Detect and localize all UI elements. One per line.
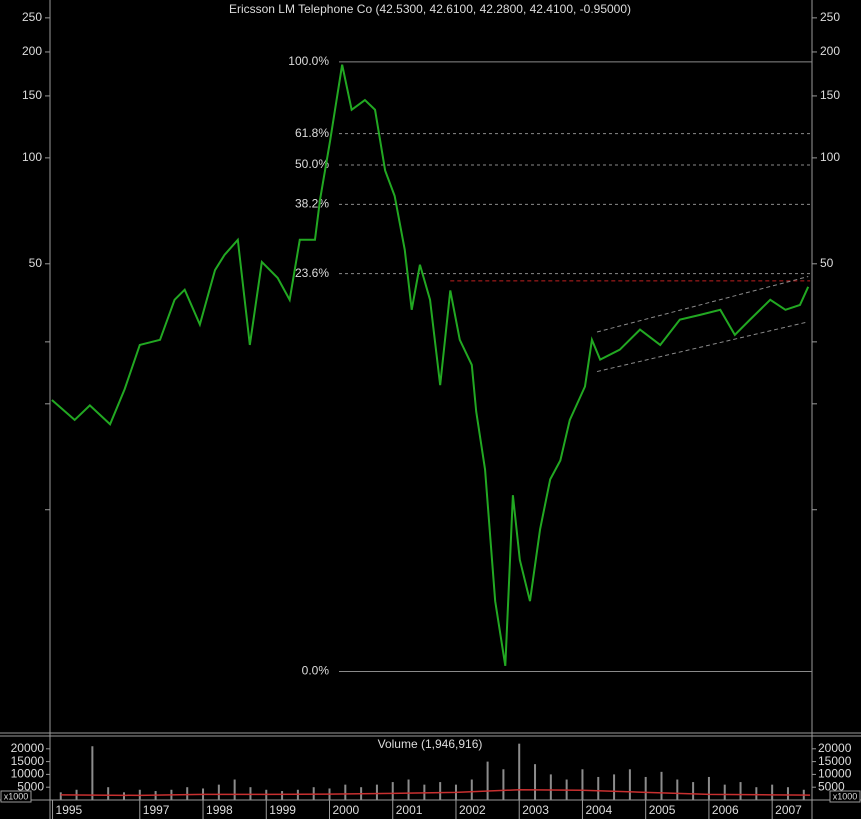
fib-label: 61.8%: [295, 126, 329, 140]
volume-bar: [249, 787, 252, 800]
y-tick-label: 200: [22, 44, 42, 58]
x-tick-label: 2007: [775, 803, 802, 817]
volume-bar: [107, 787, 110, 800]
y-tick-label: 50: [820, 256, 834, 270]
volume-bar: [644, 776, 647, 800]
volume-bar: [613, 774, 616, 800]
volume-tick-label: 20000: [11, 741, 45, 755]
volume-bar: [391, 782, 394, 800]
y-tick-label: 150: [820, 88, 840, 102]
volume-bar: [407, 779, 410, 800]
y-tick-label: 150: [22, 88, 42, 102]
volume-bar: [534, 764, 537, 800]
trend-line: [596, 321, 809, 373]
volume-average: [60, 789, 811, 797]
fib-label: 23.6%: [295, 266, 329, 280]
unit-label: x1000: [4, 791, 29, 801]
volume-bar: [233, 779, 236, 800]
y-tick-label: 50: [29, 256, 43, 270]
volume-bar: [439, 782, 442, 800]
fib-label: 50.0%: [295, 157, 329, 171]
y-tick-label: 250: [820, 10, 840, 24]
volume-title: Volume (1,946,916): [378, 737, 483, 751]
volume-bar: [59, 792, 62, 800]
volume-tick-label: 10000: [11, 767, 45, 781]
fib-label: 100.0%: [288, 54, 329, 68]
volume-bar: [597, 776, 600, 800]
x-tick-label: 2006: [712, 803, 739, 817]
volume-bar: [549, 774, 552, 800]
volume-tick-label: 5000: [818, 779, 845, 793]
volume-bar: [771, 784, 774, 800]
volume-tick-label: 20000: [818, 741, 852, 755]
x-tick-label: 1997: [143, 803, 170, 817]
volume-tick-label: 10000: [818, 767, 852, 781]
y-tick-label: 100: [820, 150, 840, 164]
volume-bar: [786, 787, 789, 800]
x-tick-label: 2003: [522, 803, 549, 817]
volume-bar: [692, 782, 695, 800]
chart-title: Ericsson LM Telephone Co (42.5300, 42.61…: [229, 2, 631, 16]
volume-bar: [660, 771, 663, 800]
y-tick-label: 250: [22, 10, 42, 24]
volume-bar: [122, 792, 125, 800]
volume-bar: [91, 746, 94, 800]
volume-bar: [628, 769, 631, 800]
trend-line: [596, 276, 809, 333]
unit-box: [0, 790, 32, 803]
volume-bar: [344, 784, 347, 800]
x-tick-label: 1999: [269, 803, 296, 817]
y-tick-label: 200: [820, 44, 840, 58]
y-tick-label: 100: [22, 150, 42, 164]
x-tick-label: 1995: [56, 803, 83, 817]
volume-bar: [186, 787, 189, 800]
x-tick-label: 2005: [649, 803, 676, 817]
unit-box: [829, 790, 861, 803]
volume-tick-label: 15000: [818, 754, 852, 768]
volume-bar: [217, 784, 220, 800]
volume-tick-label: 5000: [17, 779, 44, 793]
volume-bar: [281, 791, 284, 800]
volume-bar: [739, 782, 742, 800]
x-tick-label: 1998: [206, 803, 233, 817]
volume-bar: [470, 779, 473, 800]
volume-tick-label: 15000: [11, 754, 45, 768]
x-tick-label: 2004: [585, 803, 612, 817]
volume-bar: [755, 787, 758, 800]
volume-bar: [723, 784, 726, 800]
volume-bar: [486, 761, 489, 800]
fib-label: 38.2%: [295, 197, 329, 211]
volume-bar: [676, 779, 679, 800]
volume-bar: [707, 776, 710, 800]
unit-label: x1000: [833, 791, 858, 801]
x-tick-label: 2001: [396, 803, 423, 817]
volume-bar: [581, 769, 584, 800]
fib-label: 0.0%: [302, 664, 330, 678]
x-tick-label: 2000: [333, 803, 360, 817]
price-line: [51, 64, 810, 667]
volume-bar: [375, 784, 378, 800]
volume-bar: [518, 743, 521, 800]
x-tick-label: 2002: [459, 803, 486, 817]
volume-bar: [502, 769, 505, 800]
